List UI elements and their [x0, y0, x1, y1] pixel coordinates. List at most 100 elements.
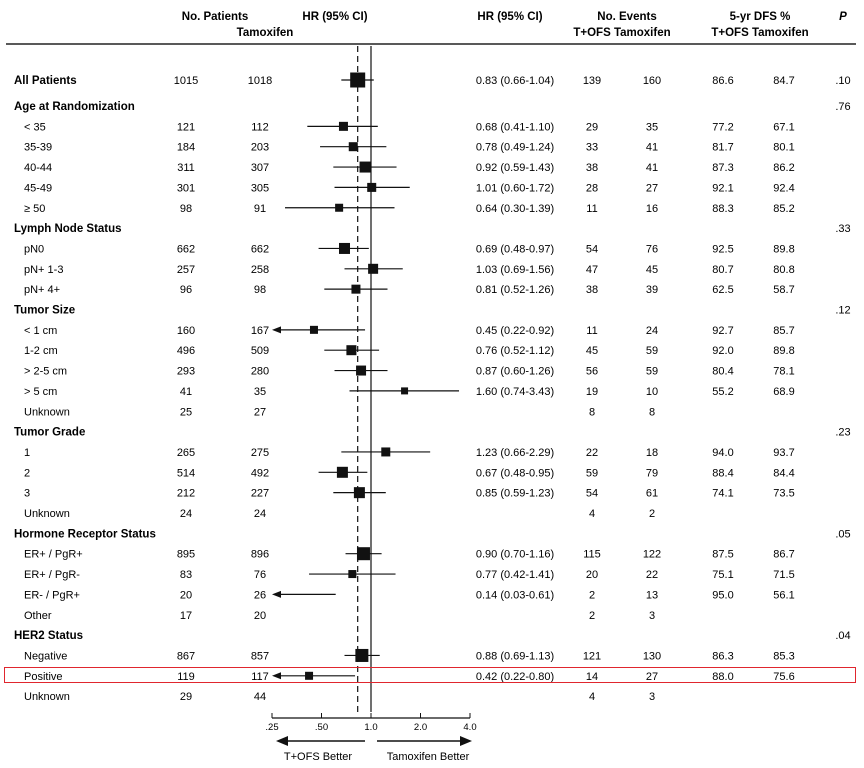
header-hr-ci-plot: HR (95% CI) [302, 11, 367, 23]
group-p-value: .04 [835, 630, 850, 642]
row-label: ER+ / PgR+ [24, 549, 83, 561]
events-tofs: 14 [586, 671, 598, 683]
events-tofs: 47 [586, 264, 598, 276]
hr-point-square [309, 325, 318, 334]
dfs-tofs: 88.3 [712, 203, 733, 215]
n-patients-tofs: 17 [180, 610, 192, 622]
n-patients-tam: 307 [251, 162, 269, 174]
dfs-tam: 85.7 [773, 325, 794, 337]
group-p-value: .12 [835, 305, 850, 317]
dfs-tofs: 88.0 [712, 671, 733, 683]
n-patients-tam: 91 [254, 203, 266, 215]
dfs-tam: 71.5 [773, 569, 794, 581]
n-patients-tofs: 257 [177, 264, 195, 276]
group-p-value: .23 [835, 427, 850, 439]
hr-point-square [348, 570, 357, 579]
dfs-tam: 86.2 [773, 162, 794, 174]
n-patients-tam: 275 [251, 447, 269, 459]
row-label: 40-44 [24, 162, 52, 174]
n-patients-tofs: 160 [177, 325, 195, 337]
dfs-tam: 80.8 [773, 264, 794, 276]
n-patients-tofs: 83 [180, 569, 192, 581]
events-tam: 24 [646, 325, 658, 337]
hr-point-square [305, 671, 314, 680]
events-tam: 3 [649, 691, 655, 703]
hr-point-square [338, 121, 348, 131]
dfs-tam: 73.5 [773, 488, 794, 500]
hr-ci-text: 0.14 (0.03-0.61) [476, 589, 554, 601]
events-tofs: 38 [586, 284, 598, 296]
dfs-tam: 93.7 [773, 447, 794, 459]
dfs-tofs: 77.2 [712, 121, 733, 133]
hr-ci-text: 0.87 (0.60-1.26) [476, 366, 554, 378]
dfs-tofs: 80.7 [712, 264, 733, 276]
dfs-tofs: 86.6 [712, 75, 733, 87]
n-patients-tofs: 514 [177, 467, 195, 479]
n-patients-tam: 26 [254, 589, 266, 601]
dfs-tofs: 92.1 [712, 182, 733, 194]
dfs-tofs: 92.5 [712, 243, 733, 255]
events-tam: 27 [646, 182, 658, 194]
arrow-right-head [460, 736, 472, 746]
dfs-tam: 84.4 [773, 467, 794, 479]
arrow-left-head [276, 736, 288, 746]
n-patients-tam: 227 [251, 488, 269, 500]
row-label: ER- / PgR+ [24, 589, 80, 601]
n-patients-tam: 27 [254, 406, 266, 418]
n-patients-tofs: 662 [177, 243, 195, 255]
events-tam: 59 [646, 366, 658, 378]
hr-point-square [368, 263, 379, 274]
dfs-tofs: 81.7 [712, 142, 733, 154]
x-tick-label: 2.0 [414, 722, 427, 733]
n-patients-tam: 117 [251, 671, 269, 683]
dfs-tam: 89.8 [773, 345, 794, 357]
dfs-tofs: 74.1 [712, 488, 733, 500]
hr-ci-text: 0.81 (0.52-1.26) [476, 284, 554, 296]
events-tam: 76 [646, 243, 658, 255]
events-tofs: 29 [586, 121, 598, 133]
n-patients-tofs: 496 [177, 345, 195, 357]
events-tofs: 4 [589, 691, 595, 703]
n-patients-tofs: 301 [177, 182, 195, 194]
row-label: Unknown [24, 691, 70, 703]
row-label: > 2-5 cm [24, 366, 67, 378]
dfs-tam: 80.1 [773, 142, 794, 154]
n-patients-tofs: 895 [177, 549, 195, 561]
events-tam: 122 [643, 549, 661, 561]
n-patients-tofs: 98 [180, 203, 192, 215]
events-tofs: 59 [586, 467, 598, 479]
events-tam: 10 [646, 386, 658, 398]
hr-ci-text: 1.01 (0.60-1.72) [476, 182, 554, 194]
dfs-tam: 92.4 [773, 182, 794, 194]
group-label: Lymph Node Status [14, 223, 122, 235]
events-tofs: 54 [586, 243, 598, 255]
events-tofs: 56 [586, 366, 598, 378]
n-patients-tofs: 311 [177, 162, 195, 174]
n-patients-tam: 44 [254, 691, 266, 703]
n-patients-tofs: 41 [180, 386, 192, 398]
group-label: Age at Randomization [14, 101, 135, 113]
row-label: 1 [24, 447, 30, 459]
ci-arrow-left [272, 672, 281, 680]
group-p-value: .05 [835, 528, 850, 540]
n-patients-tofs: 867 [177, 650, 195, 662]
n-patients-tam: 112 [251, 121, 269, 133]
events-tofs: 19 [586, 386, 598, 398]
row-label: ≥ 50 [24, 203, 45, 215]
events-tam: 16 [646, 203, 658, 215]
header-dfs-sub: T+OFS Tamoxifen [711, 27, 808, 39]
n-patients-tofs: 96 [180, 284, 192, 296]
n-patients-tam: 662 [251, 243, 269, 255]
row-label: 3 [24, 488, 30, 500]
hr-point-square [367, 182, 377, 192]
hr-point-square [346, 345, 357, 356]
n-patients-tam: 24 [254, 508, 266, 520]
dfs-tam: 85.2 [773, 203, 794, 215]
events-tofs: 8 [589, 406, 595, 418]
dfs-tofs: 95.0 [712, 589, 733, 601]
hr-ci-text: 0.68 (0.41-1.10) [476, 121, 554, 133]
hr-point-square [339, 242, 351, 254]
annotation-tamoxifen-better: Tamoxifen Better [387, 751, 470, 763]
x-tick-label: .50 [315, 722, 328, 733]
dfs-tofs: 86.3 [712, 650, 733, 662]
